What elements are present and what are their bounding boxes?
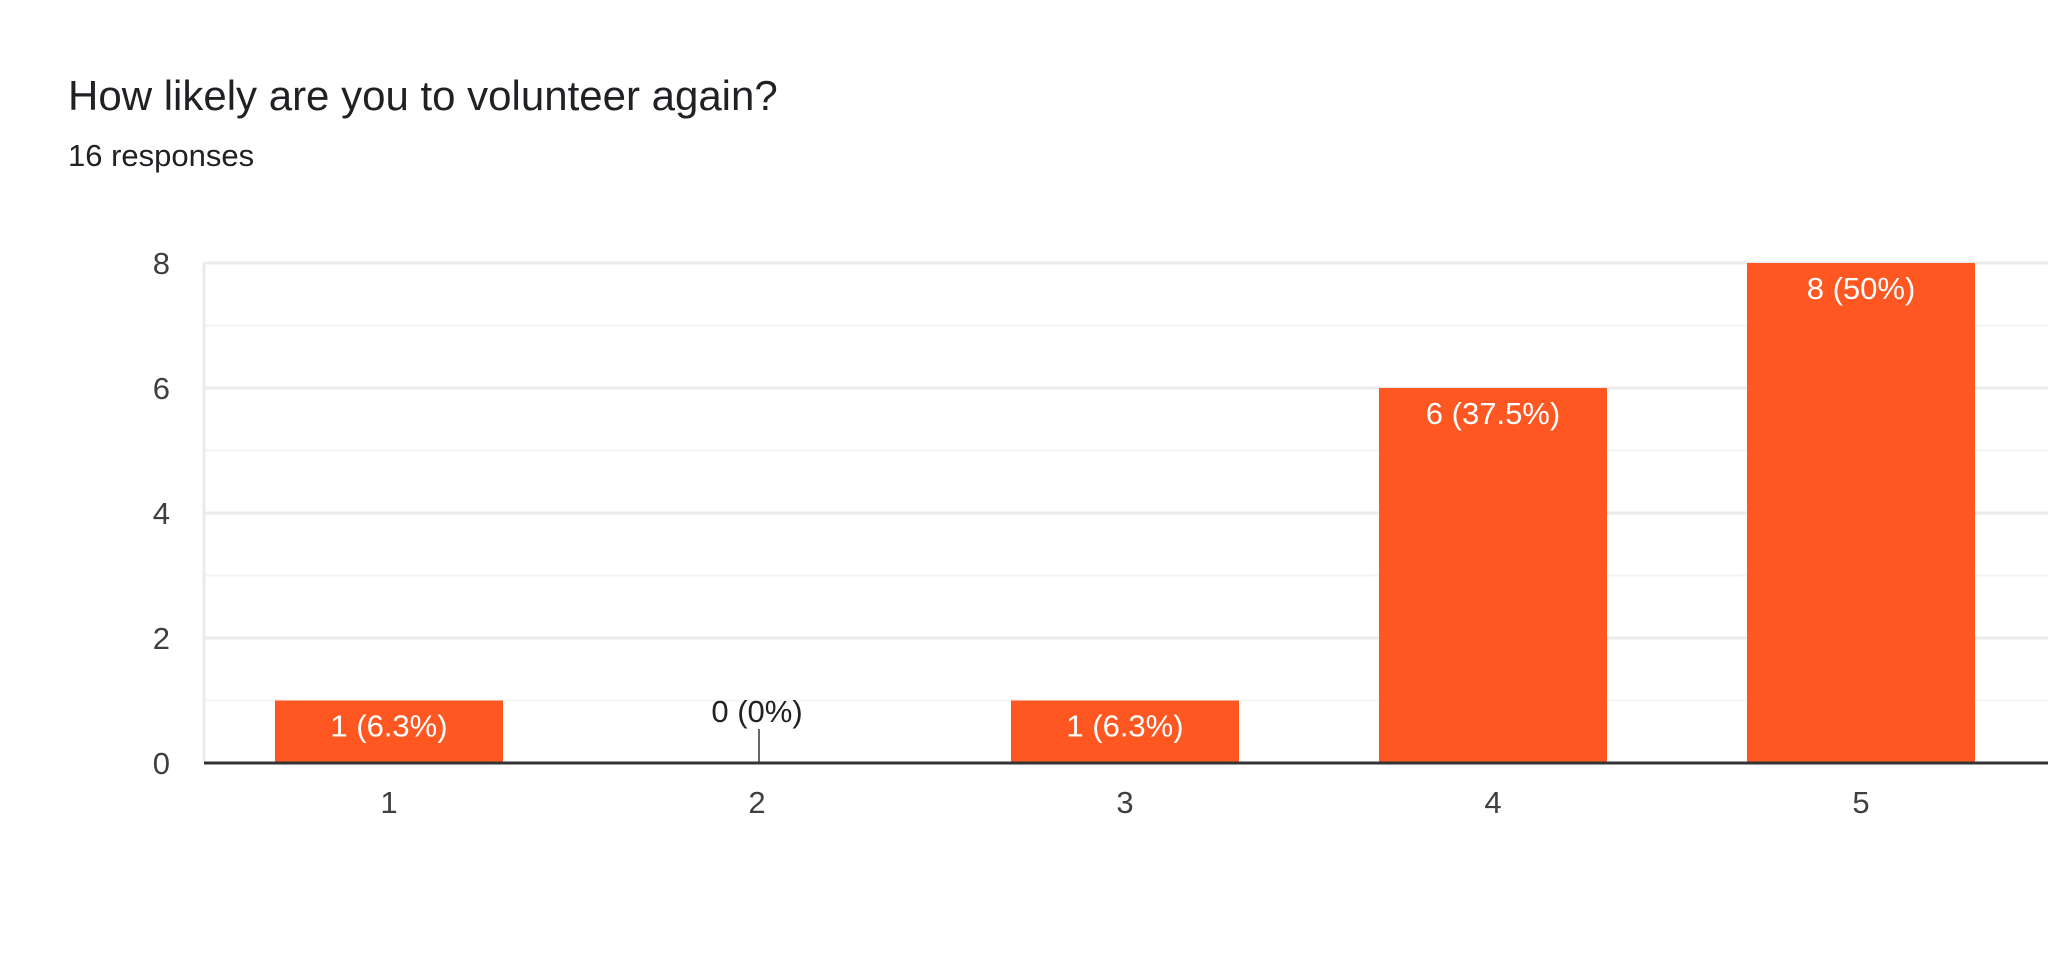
data-label: 1 (6.3%) xyxy=(1066,709,1183,744)
grid-lines xyxy=(202,261,2048,763)
chart-title: How likely are you to volunteer again? xyxy=(68,72,778,119)
bar xyxy=(1747,263,1975,763)
data-label: 0 (0%) xyxy=(711,694,802,729)
x-tick-label: 1 xyxy=(380,785,397,820)
data-label: 6 (37.5%) xyxy=(1426,396,1560,431)
response-count: 16 responses xyxy=(68,138,255,173)
x-tick-label: 3 xyxy=(1116,785,1133,820)
bar xyxy=(1011,700,1239,763)
y-tick-label: 2 xyxy=(153,621,170,656)
y-tick-label: 0 xyxy=(153,746,170,781)
x-tick-label: 4 xyxy=(1484,785,1501,820)
bar xyxy=(275,700,503,763)
bars xyxy=(275,263,1975,763)
x-tick-label: 2 xyxy=(748,785,765,820)
y-tick-label: 8 xyxy=(153,246,170,281)
labels: 0 2 4 6 8 1 (6.3%) 1 0 (0%) 2 1 (6.3%) 3 6 (37.5%) 4… xyxy=(153,246,1916,820)
y-tick-label: 6 xyxy=(153,371,170,406)
x-tick-label: 5 xyxy=(1852,785,1869,820)
y-tick-label: 4 xyxy=(153,496,170,531)
data-label: 1 (6.3%) xyxy=(330,709,447,744)
data-label: 8 (50%) xyxy=(1807,271,1916,306)
bar xyxy=(1379,388,1607,763)
